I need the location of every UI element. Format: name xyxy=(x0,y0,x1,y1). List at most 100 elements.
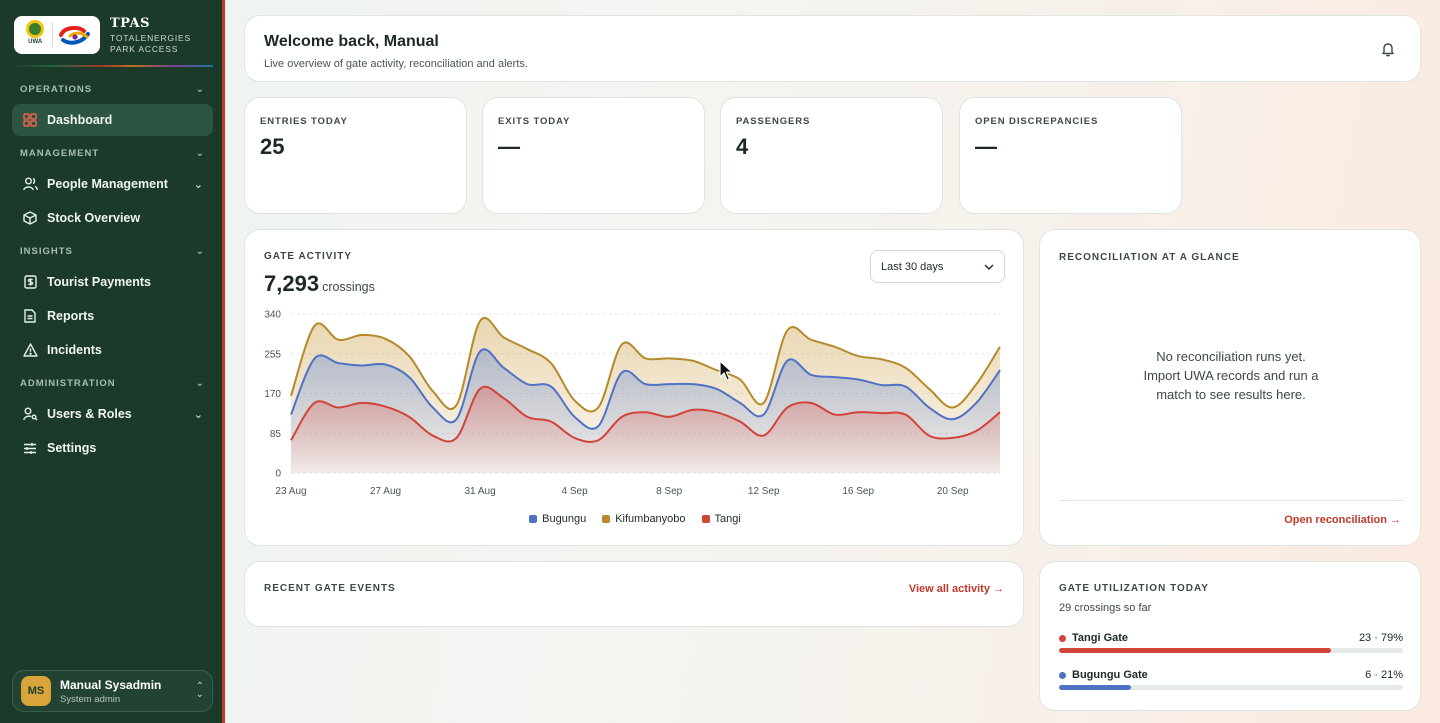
sidebar-item-reports[interactable]: Reports xyxy=(12,300,213,332)
open-reconciliation-link[interactable]: Open reconciliation → xyxy=(1284,514,1401,526)
series-line-kifumbanyobo[interactable] xyxy=(290,317,1001,413)
chevron-down-icon: ⌄ xyxy=(195,378,205,389)
stat-exits-today: EXITS TODAY — xyxy=(482,97,705,214)
welcome-header: Welcome back, Manual Live overview of ga… xyxy=(244,15,1421,82)
section-insights[interactable]: INSIGHTS ⌄ xyxy=(20,246,205,257)
utilization-value: 6 · 21% xyxy=(1365,669,1403,681)
stat-entries-today: ENTRIES TODAY 25 xyxy=(244,97,467,214)
brand-divider xyxy=(12,65,213,67)
receipt-icon xyxy=(22,274,38,290)
total-crossings: 7,293 crossings xyxy=(264,271,375,296)
sidebar-item-users-roles[interactable]: Users & Roles ⌄ xyxy=(12,398,213,430)
recent-gate-events-card: RECENT GATE EVENTS View all activity → xyxy=(244,561,1024,627)
x-tick-label: 20 Sep xyxy=(937,486,969,497)
stat-value: 4 xyxy=(736,134,749,159)
x-tick-label: 8 Sep xyxy=(656,486,683,497)
utilization-value: 23 · 79% xyxy=(1358,632,1403,644)
divider xyxy=(1059,500,1403,501)
brand[interactable]: UWA TPAS TOTALENERGIES PARK ACCESS xyxy=(14,15,214,55)
legend-item-tangi[interactable]: Tangi xyxy=(701,513,741,525)
user-menu[interactable]: MS Manual Sysadmin System admin ⌃ ⌄ xyxy=(12,670,213,712)
utilization-label: GATE UTILIZATION TODAY xyxy=(1059,583,1209,594)
progress-track xyxy=(1059,685,1403,690)
box-icon xyxy=(22,210,38,226)
sidebar-item-stock-overview[interactable]: Stock Overview xyxy=(12,202,213,234)
stat-value: 25 xyxy=(260,134,285,159)
warning-icon xyxy=(22,342,38,358)
avatar: MS xyxy=(21,676,51,706)
stat-label: OPEN DISCREPANCIES xyxy=(975,116,1099,127)
recent-events-label: RECENT GATE EVENTS xyxy=(264,583,396,594)
stat-value: — xyxy=(975,134,997,159)
chevron-down-icon: ⌄ xyxy=(195,84,205,95)
utilization-subtitle: 29 crossings so far xyxy=(1059,602,1152,614)
section-management[interactable]: MANAGEMENT ⌄ xyxy=(20,148,205,159)
series-line-bugungu[interactable] xyxy=(290,348,1001,430)
gate-utilization-card: GATE UTILIZATION TODAY 29 crossings so f… xyxy=(1039,561,1421,711)
gate-activity-label: GATE ACTIVITY xyxy=(264,251,352,262)
grid-icon xyxy=(22,112,38,128)
gate-activity-chart[interactable]: 0 85 170 255 340 23 Aug 27 Aug 31 Aug 4 Sep 8 Sep… xyxy=(245,230,1025,510)
stat-passengers: PASSENGERS 4 xyxy=(720,97,943,214)
x-tick-label: 31 Aug xyxy=(464,486,495,497)
totalenergies-logo xyxy=(58,25,90,45)
y-tick-label: 85 xyxy=(270,429,282,440)
chevron-down-icon xyxy=(984,264,994,270)
view-all-activity-link[interactable]: View all activity → xyxy=(908,583,1004,595)
x-tick-label: 12 Sep xyxy=(748,486,780,497)
gate-activity-card: GATE ACTIVITY 7,293 crossings Last 30 day… xyxy=(244,229,1024,546)
page-title: Welcome back, Manual xyxy=(264,33,439,50)
chevron-down-icon: ⌄ xyxy=(195,246,205,257)
user-role: System admin xyxy=(60,693,121,705)
utilization-row-bugungu: Bugungu Gate 6 · 21% xyxy=(1059,669,1403,690)
y-tick-label: 340 xyxy=(264,310,281,321)
legend-item-bugungu[interactable]: Bugungu xyxy=(529,513,586,525)
app-title: TPAS xyxy=(110,15,150,31)
stat-value: — xyxy=(498,134,520,159)
stat-label: EXITS TODAY xyxy=(498,116,571,127)
sliders-icon xyxy=(22,440,38,456)
series-line-tangi[interactable] xyxy=(290,385,1001,443)
section-operations[interactable]: OPERATIONS ⌄ xyxy=(20,84,205,95)
legend-item-kifumbanyobo[interactable]: Kifumbanyobo xyxy=(602,513,686,525)
sidebar-item-tourist-payments[interactable]: Tourist Payments xyxy=(12,266,213,298)
reconciliation-label: RECONCILIATION AT A GLANCE xyxy=(1059,252,1240,263)
user-key-icon xyxy=(22,406,38,422)
chevron-down-icon: ⌄ xyxy=(193,178,203,191)
sidebar-item-people-management[interactable]: People Management ⌄ xyxy=(12,168,213,200)
chevron-down-icon: ⌄ xyxy=(193,408,203,421)
range-select[interactable]: Last 30 days xyxy=(870,250,1005,283)
chart-legend: Bugungu Kifumbanyobo Tangi xyxy=(245,513,1025,525)
progress-fill xyxy=(1059,648,1331,653)
stat-label: PASSENGERS xyxy=(736,116,811,127)
partner-logos: UWA xyxy=(14,16,100,54)
y-tick-label: 170 xyxy=(264,389,281,400)
chevron-up-down-icon: ⌃ ⌄ xyxy=(195,681,204,700)
uwa-logo: UWA xyxy=(22,20,48,50)
progress-track xyxy=(1059,648,1403,653)
x-tick-label: 16 Sep xyxy=(842,486,874,497)
users-icon xyxy=(22,176,38,192)
sidebar-item-settings[interactable]: Settings xyxy=(12,432,213,464)
section-administration[interactable]: ADMINISTRATION ⌄ xyxy=(20,378,205,389)
x-tick-label: 4 Sep xyxy=(562,486,589,497)
area-tangi xyxy=(291,386,1000,473)
y-tick-label: 255 xyxy=(264,349,281,360)
x-tick-label: 23 Aug xyxy=(275,486,306,497)
document-icon xyxy=(22,308,38,324)
chevron-down-icon: ⌄ xyxy=(195,148,205,159)
mouse-cursor-icon xyxy=(719,360,733,381)
bell-icon[interactable] xyxy=(1380,41,1396,57)
reconciliation-card: RECONCILIATION AT A GLANCE No reconcilia… xyxy=(1039,229,1421,546)
x-tick-label: 27 Aug xyxy=(370,486,401,497)
progress-fill xyxy=(1059,685,1132,690)
stat-label: ENTRIES TODAY xyxy=(260,116,348,127)
stat-open-discrepancies: OPEN DISCREPANCIES — xyxy=(959,97,1182,214)
sidebar-item-incidents[interactable]: Incidents xyxy=(12,334,213,366)
sidebar: UWA TPAS TOTALENERGIES PARK ACCESS OPERA… xyxy=(0,0,225,723)
page-subtitle: Live overview of gate activity, reconcil… xyxy=(264,58,528,70)
user-name: Manual Sysadmin xyxy=(60,677,162,692)
reconciliation-empty-state: No reconciliation runs yet. Import UWA r… xyxy=(1143,349,1319,402)
sidebar-item-dashboard[interactable]: Dashboard xyxy=(12,104,213,136)
y-tick-label: 0 xyxy=(275,469,281,480)
